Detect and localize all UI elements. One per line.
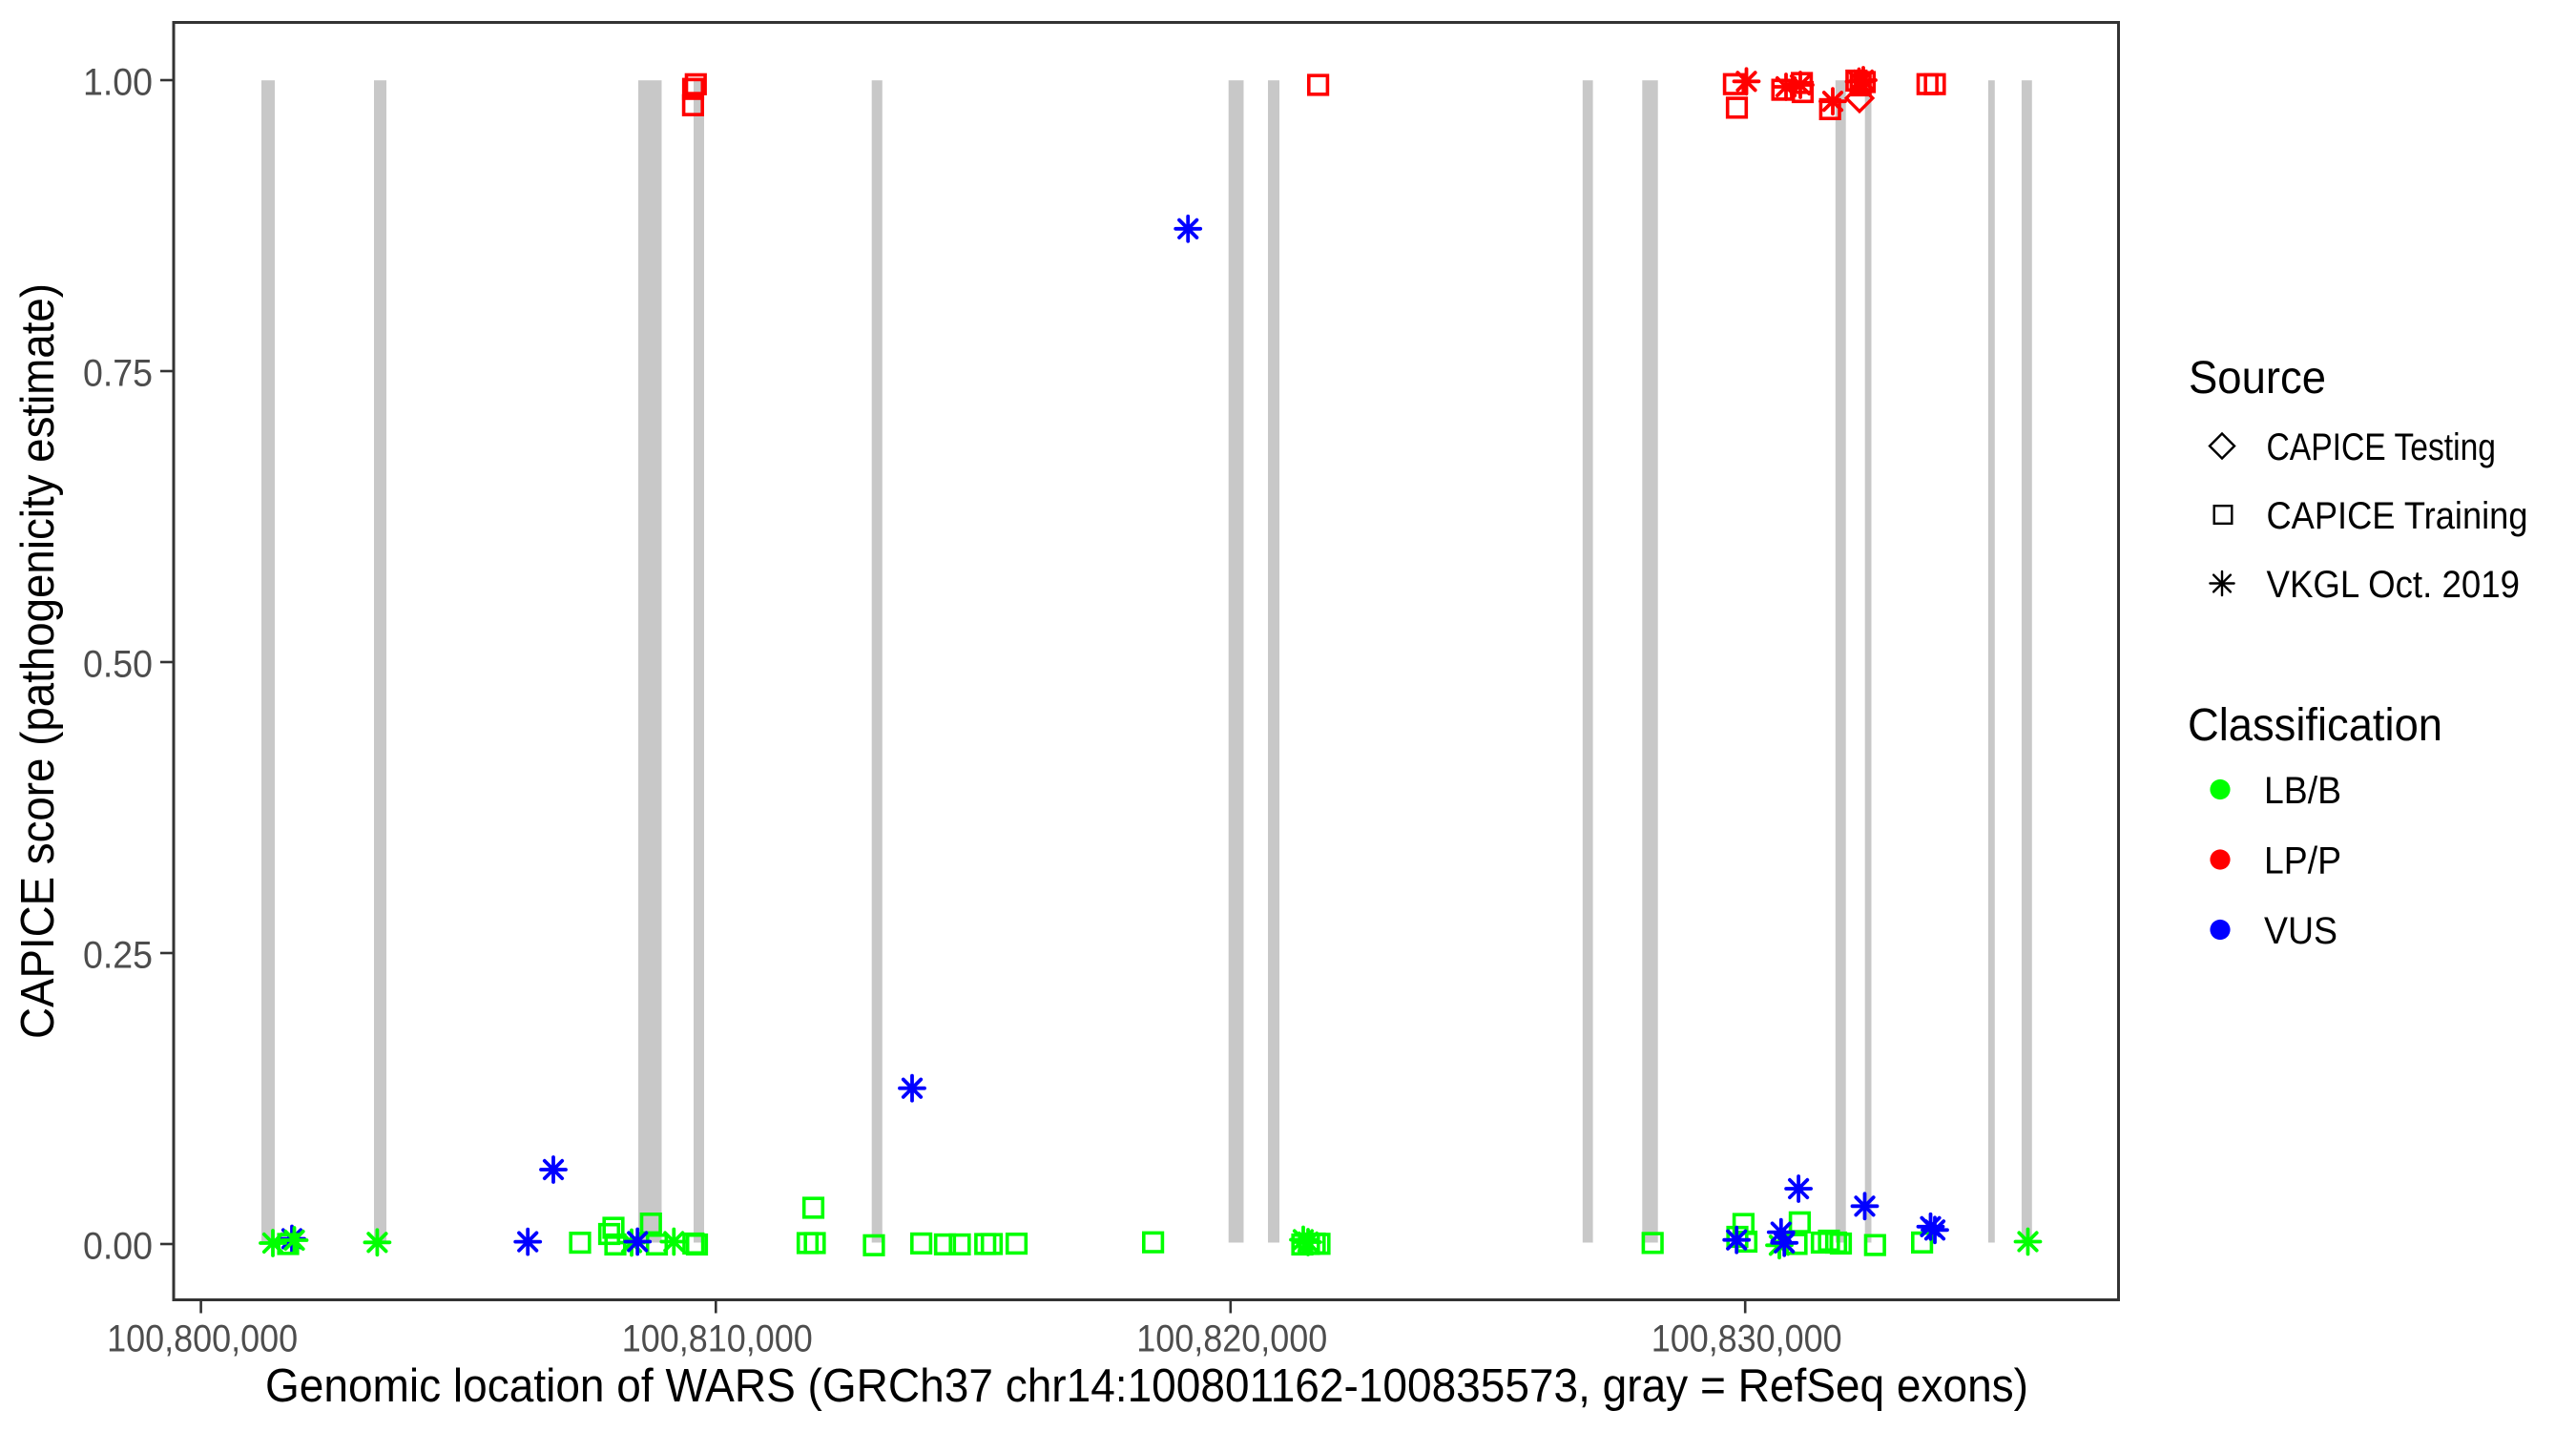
svg-text:LP/P: LP/P xyxy=(2264,840,2341,882)
svg-text:Classification: Classification xyxy=(2188,700,2442,751)
svg-text:Genomic location of WARS (GRCh: Genomic location of WARS (GRCh37 chr14:1… xyxy=(265,1359,2028,1412)
svg-text:CAPICE score (pathogenicity es: CAPICE score (pathogenicity estimate) xyxy=(11,283,64,1039)
svg-text:0.00: 0.00 xyxy=(83,1226,153,1268)
svg-text:0.75: 0.75 xyxy=(83,353,153,395)
svg-text:100,820,000: 100,820,000 xyxy=(1136,1318,1327,1360)
svg-text:0.50: 0.50 xyxy=(83,644,153,686)
svg-text:VUS: VUS xyxy=(2264,910,2337,952)
svg-text:CAPICE Training: CAPICE Training xyxy=(2267,495,2528,537)
svg-text:LB/B: LB/B xyxy=(2264,770,2341,812)
svg-text:Source: Source xyxy=(2189,353,2326,404)
svg-text:1.00: 1.00 xyxy=(83,62,153,104)
svg-text:100,800,000: 100,800,000 xyxy=(107,1318,298,1360)
svg-text:100,810,000: 100,810,000 xyxy=(622,1318,813,1360)
svg-text:VKGL Oct. 2019: VKGL Oct. 2019 xyxy=(2267,564,2521,606)
svg-text:CAPICE Testing: CAPICE Testing xyxy=(2267,426,2497,468)
svg-text:100,830,000: 100,830,000 xyxy=(1652,1318,1842,1360)
svg-text:0.25: 0.25 xyxy=(83,935,153,977)
